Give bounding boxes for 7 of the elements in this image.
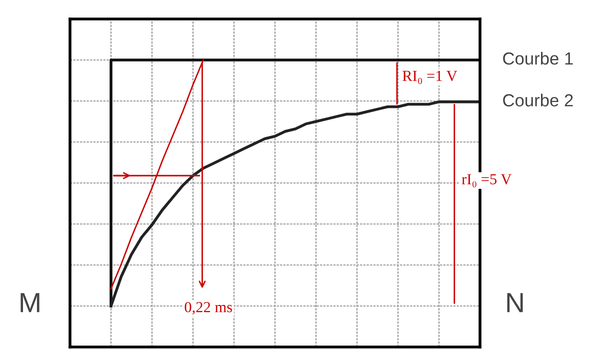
text: M xyxy=(20,293,40,312)
text: N xyxy=(507,293,523,312)
series-label: Courbe 1 xyxy=(503,52,573,65)
annotation: 0,22 ms xyxy=(184,302,232,314)
annotation: rI₀ =5 V xyxy=(462,174,512,188)
annotation: RI₀ =1 V xyxy=(402,70,458,84)
series-label: Courbe 2 xyxy=(503,94,573,106)
